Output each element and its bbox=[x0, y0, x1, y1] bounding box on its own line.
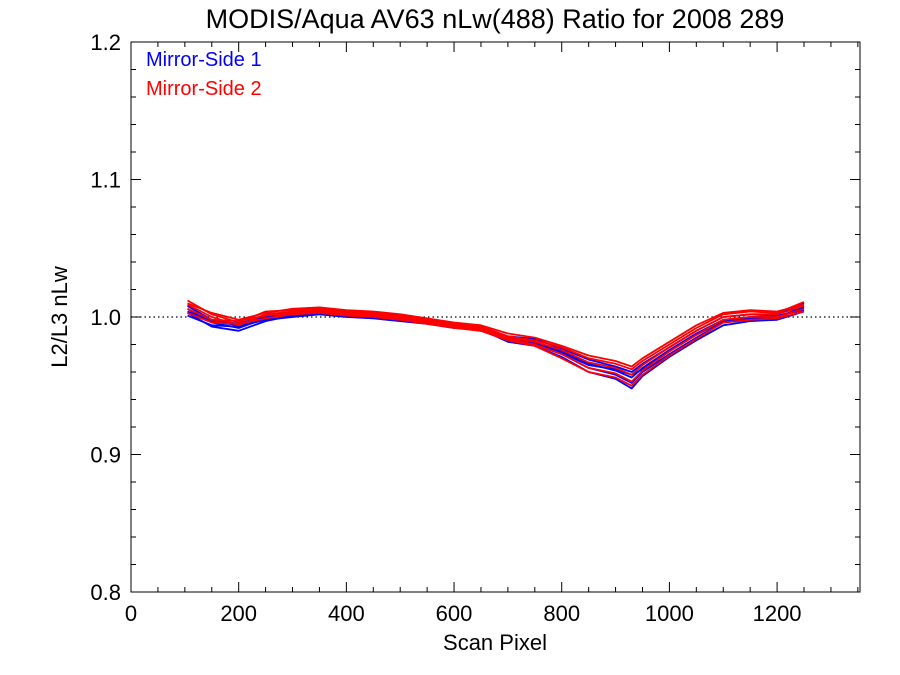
series-line-1-4 bbox=[187, 310, 805, 390]
y-axis-label: L2/L3 nLw bbox=[47, 266, 72, 368]
legend-entry-mirror-side-1: Mirror-Side 1 bbox=[146, 49, 262, 71]
series-line-2-5 bbox=[187, 302, 805, 368]
y-axis-ticks: 0.8 0.9 1.0 1.1 1.2 bbox=[90, 30, 860, 605]
x-tick-label: 800 bbox=[543, 601, 580, 626]
x-axis-ticks: 0 200 400 600 800 1000 1200 bbox=[125, 42, 859, 626]
legend-entry-mirror-side-2: Mirror-Side 2 bbox=[146, 78, 262, 100]
chart-title: MODIS/Aqua AV63 nLw(488) Ratio for 2008 … bbox=[206, 4, 785, 34]
y-tick-label: 1.1 bbox=[90, 168, 121, 193]
y-tick-label: 0.9 bbox=[90, 443, 121, 468]
y-tick-label: 1.0 bbox=[90, 305, 121, 330]
legend: Mirror-Side 1 Mirror-Side 2 bbox=[146, 49, 262, 100]
series-line-2-4 bbox=[187, 310, 805, 387]
series-line-2-1 bbox=[187, 299, 805, 371]
x-tick-label: 1000 bbox=[645, 601, 694, 626]
x-tick-label: 1200 bbox=[753, 601, 802, 626]
x-tick-label: 200 bbox=[220, 601, 257, 626]
y-tick-label: 1.2 bbox=[90, 30, 121, 55]
x-axis-label: Scan Pixel bbox=[443, 630, 547, 655]
series-group bbox=[187, 299, 805, 390]
series-line-2-2 bbox=[187, 303, 805, 376]
plot-area: 0 200 400 600 800 1000 1200 0.8 0.9 1.0 1.1 1.2 bbox=[90, 30, 861, 626]
x-tick-label: 0 bbox=[125, 601, 137, 626]
y-tick-label: 0.8 bbox=[90, 580, 121, 605]
series-line-2-3 bbox=[187, 307, 805, 383]
x-tick-label: 400 bbox=[328, 601, 365, 626]
x-tick-label: 600 bbox=[436, 601, 473, 626]
